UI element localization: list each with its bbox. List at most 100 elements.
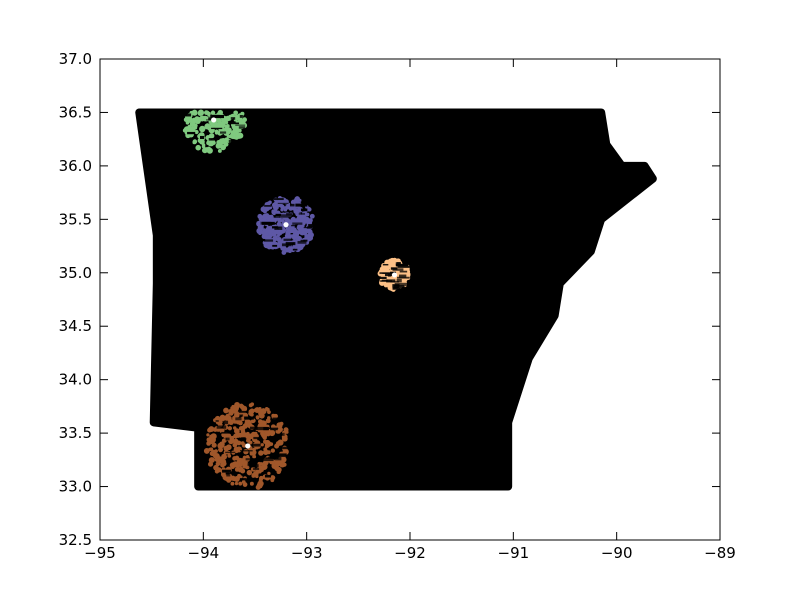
cluster-1-point [235,133,241,139]
background-point [180,151,186,157]
background-point [345,350,352,357]
background-point [480,258,487,265]
background-point [292,308,299,314]
cluster-1-point [201,147,208,154]
background-point [387,214,393,220]
background-point [375,418,381,425]
cluster-1-point [185,120,190,125]
cluster-4-point [228,477,233,481]
background-point [203,387,208,393]
cluster-4-gap [263,457,274,462]
background-point [269,341,275,347]
background-point [596,128,603,135]
background-point [238,342,245,349]
cluster-4 [203,401,290,490]
background-point [366,175,373,182]
background-point [449,422,454,427]
cluster-4-gap [226,473,231,477]
background-point [547,231,552,236]
background-point [468,158,475,165]
background-point [503,192,511,199]
background-point [428,162,433,168]
cluster-4-point [219,427,225,434]
cluster-2-gap [286,212,293,216]
background-point [572,254,579,261]
background-point [566,152,573,159]
background-point [351,316,357,323]
background-point [280,166,288,173]
background-point [235,395,241,402]
background-point [218,220,224,226]
background-point [412,439,419,446]
cluster-4-point [276,424,281,428]
background-point [292,179,299,186]
background-point [399,410,407,418]
cluster-4-point [258,419,263,424]
cluster-4-point [230,481,235,486]
background-point [148,159,154,166]
background-point [509,242,516,249]
background-point [196,360,203,367]
cluster-1-point [214,130,219,135]
background-point [565,126,571,132]
background-point [239,318,244,324]
background-point [409,314,415,321]
cluster-3-gap [397,265,410,268]
cluster-4-gap [249,426,258,430]
background-point [292,382,300,390]
background-point [467,181,473,186]
background-point [378,120,385,126]
background-point [337,142,343,148]
background-point [550,166,558,173]
background-point [427,185,433,191]
background-point [419,385,426,392]
background-point [431,366,438,373]
background-point [310,150,318,158]
cluster-3-gap [392,287,399,290]
cluster-4-gap [221,431,232,434]
background-point [304,290,309,295]
background-point [155,410,162,417]
cluster-2-point [266,225,271,230]
background-point [553,258,559,264]
cluster-1-point [194,129,199,135]
background-point [470,401,476,408]
background-point [164,203,172,211]
background-point [296,467,303,475]
background-point [441,400,448,407]
background-point [265,329,272,336]
cluster-2-point [280,208,284,212]
cluster-4-point [236,440,242,446]
cluster-4-point [248,433,255,440]
background-point [335,390,341,396]
background-point [503,130,508,136]
background-point [621,192,627,198]
background-point [503,218,510,225]
background-point [378,392,385,399]
background-point [403,478,409,484]
background-point [200,218,206,224]
background-point [392,374,398,381]
background-point [248,298,253,303]
cluster-4-point [211,442,217,448]
background-point [303,153,309,158]
cluster-2-gap [297,240,307,244]
cluster-2-point [303,216,310,223]
background-point [462,206,467,212]
background-point [490,180,498,188]
background-point [156,341,162,347]
background-point [552,224,559,231]
background-point [437,454,442,460]
background-point [504,149,511,157]
background-point [241,227,247,233]
background-point [207,197,213,203]
background-point [303,256,309,262]
background-point [243,274,250,281]
background-point [399,322,405,329]
background-point [354,261,362,268]
cluster-4-point [249,451,254,456]
background-point [202,468,208,474]
background-point [317,387,323,393]
background-point [496,179,502,186]
background-point [502,279,508,285]
